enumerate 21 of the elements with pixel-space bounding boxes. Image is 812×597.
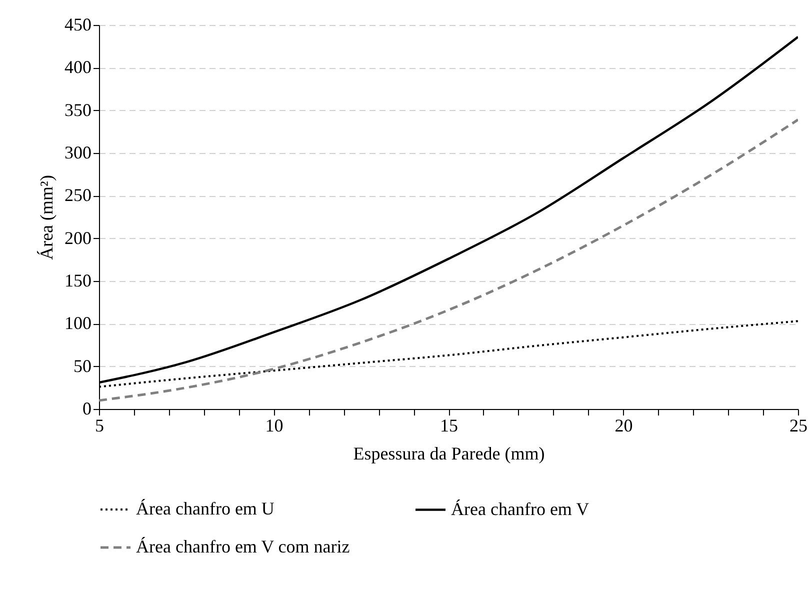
y-tick-label: 200 [64,228,92,248]
y-tick-label: 50 [74,356,92,376]
x-axis-title: Espessura da Parede (mm) [353,444,545,464]
legend-label: Área chanfro em U [136,498,274,518]
x-tick-label: 5 [95,416,104,436]
x-tick-label: 15 [440,416,458,436]
y-tick-label: 350 [64,100,92,120]
x-tick-label: 10 [265,416,284,436]
y-tick-label: 100 [64,313,92,334]
y-tick-label: 450 [64,14,92,34]
y-tick-label: 250 [64,185,92,206]
line-series [99,118,798,402]
y-tick-label: 400 [64,57,92,78]
y-tick-label: 0 [82,398,92,418]
x-tick-label: 20 [614,416,633,436]
legend-label: Área chanfro em V [451,498,590,519]
y-axis-title: Área (mm²) [36,175,56,260]
x-tick-label: 25 [790,416,808,436]
y-tick-label: 300 [64,142,92,162]
y-tick-label: 150 [64,270,92,290]
legend-label: Área chanfro em V com nariz [136,536,350,556]
